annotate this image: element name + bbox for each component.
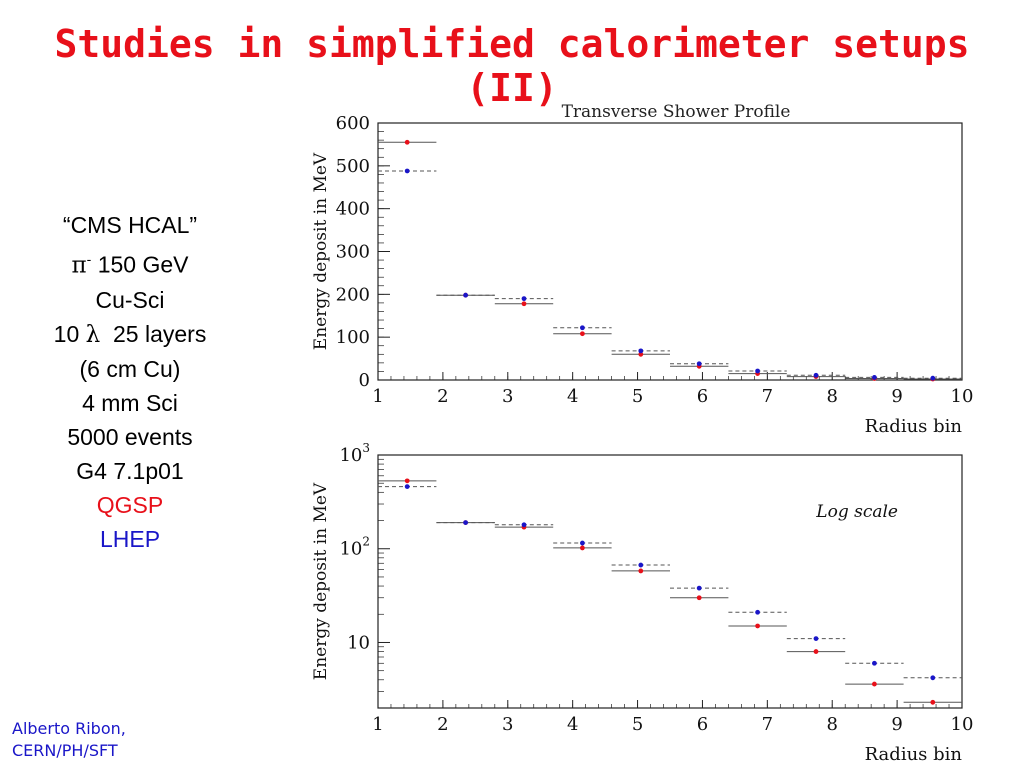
y-axis-label: Energy deposit in MeV [311, 482, 331, 680]
y-tick-label: 10 [347, 632, 370, 653]
data-point [521, 301, 527, 307]
y-tick-label: 103 [339, 441, 370, 466]
x-tick-label: 1 [372, 714, 383, 735]
x-tick-label: 7 [762, 714, 773, 735]
data-point [580, 331, 585, 337]
series-lhep [378, 168, 962, 381]
data-point [638, 351, 644, 357]
layers-count: 25 layers [113, 320, 207, 347]
chart-2: 1 2 3 4 5 6 7 8 9 10 103 102 10 Radius bin Energy depo… [311, 441, 973, 765]
x-tick-label: 4 [567, 714, 578, 735]
data-point [580, 545, 585, 551]
data-point [813, 372, 819, 378]
data-point [930, 375, 936, 381]
data-point [872, 660, 877, 666]
data-point [463, 292, 468, 298]
events-line: 5000 events [67, 423, 193, 450]
x-tick-label: 5 [632, 714, 643, 735]
absorber-line: (6 cm Cu) [79, 355, 181, 382]
data-point [755, 623, 760, 629]
data-point [872, 681, 877, 687]
log-scale-annotation: Log scale [815, 502, 898, 522]
plot-frame [377, 454, 963, 709]
scintillator-line: 4 mm Sci [82, 389, 178, 416]
geant-version-line: G4 7.1p01 [76, 457, 184, 484]
x-tick-label: 8 [826, 386, 837, 407]
data-point [930, 699, 936, 705]
x-tick-label: 1 [372, 386, 383, 407]
data-point [404, 139, 410, 145]
y-tick-label: 600 [336, 113, 370, 134]
pion-charge: - [86, 251, 92, 267]
data-point [930, 675, 936, 681]
y-tick-label: 300 [336, 242, 370, 263]
data-point [755, 609, 760, 615]
x-tick-label: 3 [502, 714, 513, 735]
author-name: Alberto Ribon, [12, 719, 126, 738]
data-point [813, 649, 819, 654]
detector-name: “CMS HCAL” [62, 212, 198, 238]
data-point [463, 520, 468, 526]
x-tick-label: 3 [502, 386, 513, 407]
series-lhep [378, 484, 962, 681]
y-axis-label: Energy deposit in MeV [311, 152, 331, 350]
data-point [580, 540, 585, 546]
data-point [638, 568, 644, 574]
beam-line: π- 150 GeV [20, 242, 240, 283]
data-point [872, 375, 877, 380]
x-tick-label: 10 [951, 714, 974, 735]
x-tick-label: 6 [697, 714, 708, 735]
y-tick-label: 500 [336, 156, 370, 177]
data-point [521, 296, 527, 302]
data-point [638, 348, 644, 354]
data-point [580, 325, 585, 331]
pion-symbol: π [71, 252, 87, 279]
plot-frame [377, 122, 963, 381]
lambda-symbol: λ [85, 321, 101, 348]
chart-title: Transverse Shower Profile [562, 102, 791, 122]
y-tick-label: 100 [336, 327, 370, 348]
data-point [696, 585, 702, 591]
x-tick-label: 2 [437, 386, 448, 407]
data-point [404, 168, 410, 174]
x-tick-label: 7 [762, 386, 773, 407]
x-tick-label: 2 [437, 714, 448, 735]
data-point [755, 368, 760, 374]
data-point [696, 595, 702, 601]
x-tick-label: 4 [567, 386, 578, 407]
legend-qgsp: QGSP [96, 491, 164, 518]
y-tick-label: 200 [336, 284, 370, 305]
x-tick-label: 6 [697, 386, 708, 407]
lambda-count: 10 [53, 320, 80, 347]
y-tick-label: 0 [359, 370, 370, 391]
slide-title: Studies in simplified calorimeter setups… [54, 22, 970, 110]
data-point [404, 478, 410, 484]
x-tick-label: 5 [632, 386, 643, 407]
author-affiliation: CERN/PH/SFT [12, 741, 118, 760]
data-point [521, 522, 527, 528]
data-point [696, 361, 702, 367]
x-tick-label: 10 [951, 386, 974, 407]
author-credit: Alberto Ribon, CERN/PH/SFT [12, 718, 126, 762]
data-point [404, 484, 410, 490]
x-tick-label: 8 [826, 714, 837, 735]
setup-info-panel: “CMS HCAL” π- 150 GeV Cu-Sci 10 λ 25 lay… [20, 208, 240, 556]
depth-line: 10 λ 25 layers [20, 317, 240, 352]
data-point [638, 562, 644, 568]
y-tick-label: 102 [339, 535, 370, 560]
material-line: Cu-Sci [95, 286, 165, 313]
beam-energy: 150 GeV [97, 251, 189, 278]
y-tick-label: 400 [336, 199, 370, 220]
legend-lhep: LHEP [99, 525, 161, 552]
x-axis-label: Radius bin [865, 416, 963, 437]
x-tick-label: 9 [891, 714, 902, 735]
data-point [813, 636, 819, 641]
x-tick-label: 9 [891, 386, 902, 407]
x-axis-label: Radius bin [865, 744, 963, 765]
